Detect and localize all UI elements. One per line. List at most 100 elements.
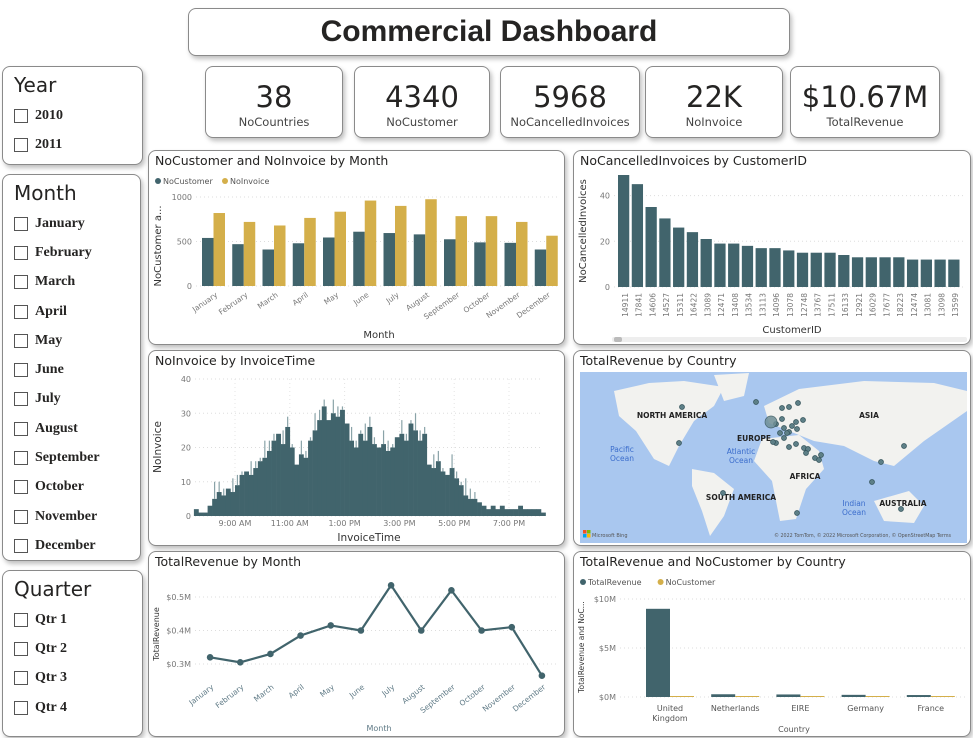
y-tick-label: 0 — [605, 283, 610, 292]
x-tick-label: 13098 — [937, 293, 946, 317]
bar-totalrevenue — [776, 694, 801, 697]
bar-noinvoice — [213, 213, 225, 286]
x-axis-title: InvoiceTime — [337, 532, 400, 544]
bar — [728, 243, 740, 287]
map-ocean-label: Indian — [842, 499, 865, 508]
bar — [467, 498, 473, 516]
slicer-item-may[interactable]: May — [14, 326, 140, 355]
bar — [349, 440, 355, 516]
map-landmass — [764, 381, 967, 466]
checkbox[interactable] — [14, 451, 28, 466]
checkbox[interactable] — [14, 363, 28, 378]
slicer-item-march[interactable]: March — [14, 268, 140, 297]
checkbox[interactable] — [14, 671, 28, 686]
x-tick-label: June — [351, 290, 371, 308]
bar — [755, 248, 767, 287]
slicer-item-june[interactable]: June — [14, 355, 140, 384]
bar — [266, 450, 272, 516]
map-ocean-label: Atlantic — [727, 447, 756, 456]
checkbox[interactable] — [14, 275, 28, 290]
bar — [399, 433, 405, 516]
slicer-item-qtr-3[interactable]: Qtr 3 — [14, 664, 142, 693]
bar-peak — [355, 440, 357, 448]
slicer-item-december[interactable]: December — [14, 531, 140, 560]
checkbox[interactable] — [14, 700, 28, 715]
bar-peak — [236, 474, 239, 486]
bar — [321, 406, 327, 516]
map-bubble — [779, 416, 785, 422]
legend-label: NoInvoice — [230, 177, 270, 186]
map-bubble — [793, 419, 799, 425]
bar — [276, 433, 281, 516]
bar-noinvoice — [334, 211, 346, 286]
slicer-item-qtr-4[interactable]: Qtr 4 — [14, 693, 142, 722]
checkbox[interactable] — [14, 304, 28, 319]
legend-marker — [222, 178, 228, 184]
slicer-item-qtr-1[interactable]: Qtr 1 — [14, 605, 142, 634]
x-tick-label: August — [404, 290, 431, 312]
bar — [216, 492, 222, 516]
map-bubble — [786, 444, 792, 450]
slicer-item-label: August — [35, 420, 78, 436]
bar — [225, 488, 231, 516]
slicer-item-2010[interactable]: 2010 — [14, 101, 142, 130]
page-title: Commercial Dashboard — [188, 8, 790, 56]
y-tick-label: 20 — [600, 237, 610, 246]
slicer-item-september[interactable]: September — [14, 443, 140, 472]
x-tick-label: 14606 — [648, 293, 657, 317]
checkbox[interactable] — [14, 641, 28, 656]
bar — [810, 252, 822, 287]
checkbox[interactable] — [14, 333, 28, 348]
bar-peak — [309, 437, 312, 441]
kpi-value: 22K — [686, 80, 742, 114]
checkbox[interactable] — [14, 216, 28, 231]
checkbox[interactable] — [14, 509, 28, 524]
slicer-item-november[interactable]: November — [14, 502, 140, 531]
slicer-item-august[interactable]: August — [14, 414, 140, 443]
bar — [358, 433, 364, 516]
bar — [422, 433, 428, 516]
map-bubble — [779, 405, 785, 411]
checkbox[interactable] — [14, 245, 28, 260]
data-point — [448, 587, 455, 594]
checkbox[interactable] — [14, 538, 28, 553]
checkbox[interactable] — [14, 480, 28, 495]
slicer-item-label: May — [35, 332, 63, 348]
slicer-item-january[interactable]: January — [14, 209, 140, 238]
checkbox[interactable] — [14, 612, 28, 627]
bar-peak — [469, 488, 471, 499]
checkbox[interactable] — [14, 137, 28, 152]
slicer-item-july[interactable]: July — [14, 385, 140, 414]
bar — [257, 461, 263, 516]
x-tick-label: February — [217, 290, 250, 317]
slicer-item-2011[interactable]: 2011 — [14, 130, 142, 159]
slicer-item-february[interactable]: February — [14, 238, 140, 267]
bar — [335, 416, 341, 516]
x-axis-title: Month — [366, 724, 391, 733]
bar-noinvoice — [425, 199, 437, 286]
bar-noinvoice — [485, 216, 498, 286]
checkbox[interactable] — [14, 421, 28, 436]
scrollbar-thumb[interactable] — [614, 337, 622, 342]
bar-peak — [350, 426, 353, 441]
y-tick-label: 40 — [600, 192, 610, 201]
slicer-item-april[interactable]: April — [14, 297, 140, 326]
slicer-item-october[interactable]: October — [14, 473, 140, 502]
data-point — [236, 659, 244, 666]
bar — [340, 409, 345, 516]
bar — [344, 423, 350, 516]
map-bubble — [793, 441, 799, 447]
bar — [518, 505, 523, 516]
y-tick-label: 30 — [181, 409, 191, 418]
slicer-item-qtr-2[interactable]: Qtr 2 — [14, 634, 142, 663]
checkbox[interactable] — [14, 108, 28, 123]
map-region-label: NORTH AMERICA — [637, 411, 708, 420]
kpi-label: NoInvoice — [685, 115, 743, 129]
y-axis-title: TotalRevenue — [152, 607, 161, 662]
map-bubble — [803, 450, 809, 456]
checkbox[interactable] — [14, 392, 28, 407]
data-point — [508, 623, 516, 631]
x-tick-label: 15311 — [676, 293, 685, 317]
map-ocean-label: Ocean — [729, 456, 753, 465]
bar — [893, 257, 905, 287]
